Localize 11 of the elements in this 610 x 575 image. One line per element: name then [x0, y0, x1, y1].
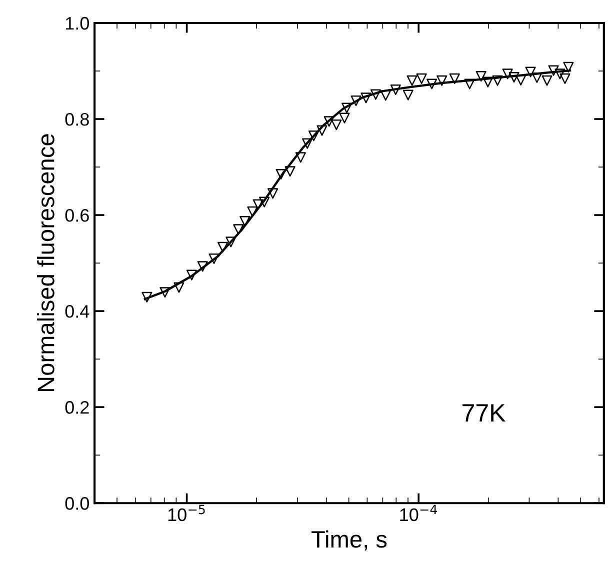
y-tick-label: 0.8 [65, 112, 89, 126]
x-tick-label: 10$^{−4}$ [400, 504, 438, 522]
y-tick-label: 0.0 [65, 497, 89, 510]
y-tick-label: 0.6 [65, 208, 89, 222]
y-tick-label: 0.4 [65, 305, 90, 318]
x-tick-label: 10$^{−5}$ [168, 504, 205, 522]
x-axis-title: Time, s [312, 530, 387, 551]
annotation: 77K [462, 404, 506, 422]
y-tick-label: 1.0 [66, 16, 89, 30]
y-axis-title: Normalised fluorescence [37, 134, 54, 392]
y-tick-label: 0.2 [65, 401, 89, 414]
